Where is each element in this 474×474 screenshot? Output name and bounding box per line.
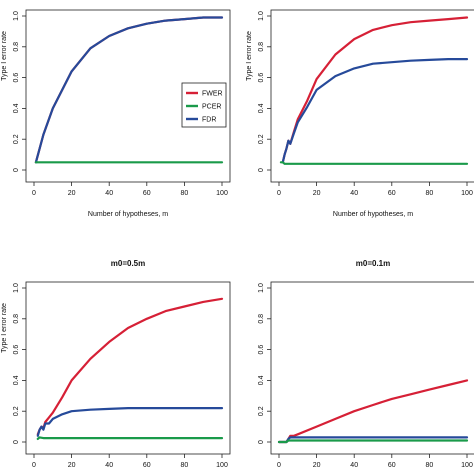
series-line-fdr <box>36 407 224 437</box>
y-tick-label: 0.6 <box>258 73 265 83</box>
series-line-fwer <box>277 379 469 444</box>
y-tick-label: 1.0 <box>258 283 265 293</box>
x-tick-label: 40 <box>350 462 358 469</box>
plot-frame <box>270 281 474 455</box>
y-axis-label: Type I error rate <box>246 31 253 81</box>
y-tick-label: 1.0 <box>258 11 265 21</box>
x-tick-label: 60 <box>388 190 396 197</box>
chart-panel-2: 0 20 40 60 80 100 0 0.2 0.4 0.6 0.8 1.0 Type I error… <box>246 9 474 218</box>
series-line-fdr <box>34 16 224 164</box>
legend-label-fdr: FDR <box>202 117 216 124</box>
y-tick-label: 0 <box>258 440 265 444</box>
x-tick-label: 60 <box>143 190 151 197</box>
x-tick-label: 40 <box>105 190 113 197</box>
series-line-fwer <box>281 16 469 164</box>
chart-panel-1: 0 20 40 60 80 100 0 0.2 0.4 0.6 0.8 1.0 Type I error… <box>1 9 231 218</box>
plot-frame <box>25 281 231 455</box>
series-line-pcer <box>279 161 469 165</box>
chart-panel-3: 0 20 40 60 80 100 0 0.2 0.4 0.6 0.8 1.0 Type I error… <box>1 259 231 469</box>
x-tick-label: 100 <box>216 190 228 197</box>
y-axis-label: Type I error rate <box>1 31 8 81</box>
y-tick-label: 0 <box>258 168 265 172</box>
series-line-pcer <box>277 439 469 444</box>
y-axis-label: Type I error rate <box>1 303 8 353</box>
x-tick-label: 0 <box>32 190 36 197</box>
x-tick-label: 0 <box>277 462 281 469</box>
legend: FWER PCER FDR <box>181 82 227 128</box>
y-tick-label: 0.2 <box>13 134 20 144</box>
y-tick-label: 0.4 <box>13 103 20 113</box>
y-tick-label: 0.8 <box>13 42 20 52</box>
chart-panel-4: 0 20 40 60 80 100 0 0.2 0.4 0.6 0.8 1.0 m0=0.1m <box>258 259 474 469</box>
y-tick-label: 0.6 <box>13 73 20 83</box>
y-tick-label: 0.2 <box>13 406 20 416</box>
x-tick-label: 80 <box>181 462 189 469</box>
x-tick-label: 100 <box>461 190 473 197</box>
x-tick-label: 100 <box>461 462 473 469</box>
plot-frame <box>270 9 474 183</box>
y-tick-label: 0.4 <box>258 103 265 113</box>
x-tick-label: 80 <box>181 190 189 197</box>
x-tick-label: 100 <box>216 462 228 469</box>
plot-frame <box>25 9 231 183</box>
y-tick-label: 0.2 <box>258 406 265 416</box>
x-tick-label: 60 <box>388 462 396 469</box>
x-axis-label: Number of hypotheses, m <box>333 211 413 218</box>
y-tick-label: 0 <box>13 168 20 172</box>
x-axis-label: Number of hypotheses, m <box>88 211 168 218</box>
x-tick-label: 40 <box>105 462 113 469</box>
panel-title: m0=0.5m <box>111 259 145 268</box>
y-tick-label: 0.6 <box>13 345 20 355</box>
y-tick-label: 0.6 <box>258 345 265 355</box>
y-tick-label: 0.2 <box>258 134 265 144</box>
y-tick-label: 0.4 <box>13 375 20 385</box>
x-tick-label: 80 <box>426 190 434 197</box>
y-tick-label: 0.8 <box>258 314 265 324</box>
y-tick-label: 0.4 <box>258 375 265 385</box>
legend-label-pcer: PCER <box>202 104 221 111</box>
series-line-fdr <box>281 57 469 164</box>
x-tick-label: 20 <box>313 462 321 469</box>
x-tick-label: 20 <box>68 190 76 197</box>
x-tick-label: 20 <box>313 190 321 197</box>
x-tick-label: 20 <box>68 462 76 469</box>
x-tick-label: 40 <box>350 190 358 197</box>
y-tick-label: 0.8 <box>258 42 265 52</box>
panel-title: m0=0.1m <box>356 259 390 268</box>
x-tick-label: 60 <box>143 462 151 469</box>
y-tick-label: 1.0 <box>13 11 20 21</box>
y-tick-label: 0.8 <box>13 314 20 324</box>
x-tick-label: 0 <box>277 190 281 197</box>
y-tick-label: 1.0 <box>13 283 20 293</box>
legend-label-fwer: FWER <box>202 91 223 98</box>
y-tick-label: 0 <box>13 440 20 444</box>
x-tick-label: 80 <box>426 462 434 469</box>
series-line-pcer <box>36 436 224 440</box>
x-tick-label: 0 <box>32 462 36 469</box>
